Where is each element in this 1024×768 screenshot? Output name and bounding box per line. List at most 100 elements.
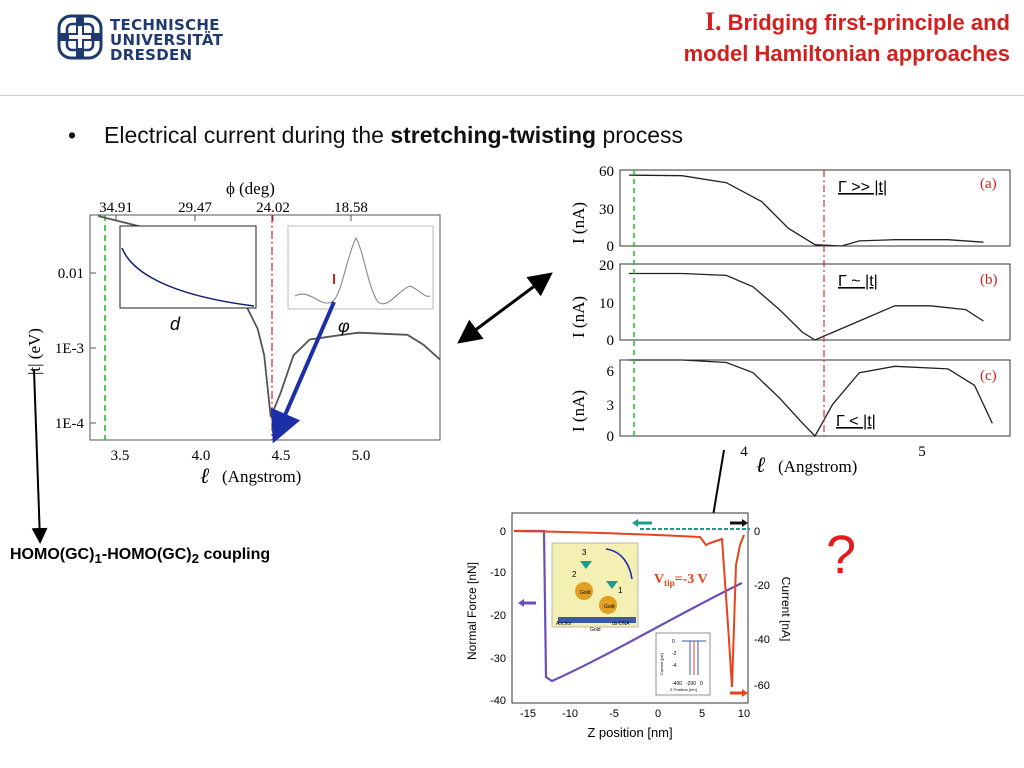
current-series-line: [513, 530, 745, 688]
y-right-tick-label: 0: [754, 526, 760, 538]
x-axis-symbol: ℓ: [756, 452, 766, 477]
x-tick-label: 3.5: [111, 448, 130, 464]
inset-label: Anchor: [556, 621, 572, 627]
y-tick-label: 20: [599, 258, 614, 274]
x-tick-label: 10: [738, 708, 750, 720]
inset-label: 3: [582, 548, 587, 557]
vtip-label: Vtip=-3 V: [654, 572, 708, 588]
mini-inset-xtick: -200: [686, 681, 696, 687]
panel-b-label: (b): [980, 272, 998, 288]
afm-mini-inset: [655, 632, 711, 696]
header-divider: [0, 95, 1024, 96]
panel-a-frame: [619, 169, 1011, 247]
mini-inset-ytick: -2: [672, 651, 677, 657]
coupling-text-3: coupling: [199, 546, 271, 563]
x-tick-label: -10: [562, 708, 578, 720]
y-left-tick-label: 0: [500, 526, 506, 538]
panel-a-label: (a): [980, 176, 997, 192]
y-tick-label: 0: [607, 333, 615, 349]
mini-inset-ylabel: Current [pA]: [659, 653, 664, 675]
bullet-point: • Electrical current during the stretchin…: [68, 122, 683, 149]
inset-label: 2: [572, 570, 577, 579]
inset-distance-curve: [121, 247, 255, 307]
panel-a-series-line: [628, 174, 984, 247]
university-seal-icon: [57, 14, 103, 60]
y-tick-label: 60: [599, 164, 614, 180]
panel-b-series-line: [628, 272, 984, 341]
top-tick-label: 34.91: [99, 200, 133, 216]
y-right-tick-label: -40: [754, 634, 770, 646]
top-tick-label: 29.47: [178, 200, 212, 216]
x-tick-label: -15: [520, 708, 536, 720]
bullet-dot-icon: •: [68, 122, 77, 148]
question-mark: ?: [826, 525, 857, 585]
y-tick-label: 1E-4: [55, 416, 85, 432]
coupling-sub-1: 1: [94, 551, 102, 567]
inset-right-label: φ: [338, 316, 350, 336]
tip-icon: [606, 581, 618, 589]
afm-inset-schematic: [551, 542, 639, 628]
down-arrow-icon: [31, 369, 48, 544]
title-number: I.: [704, 7, 722, 36]
x-tick-label: 5.0: [352, 448, 371, 464]
y-left-axis-label: Normal Force [nN]: [465, 562, 479, 660]
gold-sphere-icon: [599, 596, 617, 614]
title-line-2: model Hamiltonian approaches: [683, 41, 1010, 66]
motion-arrow-icon: [605, 548, 633, 580]
panel-b-frame: [619, 263, 1011, 341]
y-left-tick-label: -30: [490, 653, 506, 665]
y-right-tick-label: -60: [754, 680, 770, 692]
mini-inset-xtick: 0: [700, 681, 703, 687]
y-axis-label: |t| (eV): [25, 328, 44, 375]
slide-title: I. Bridging first-principle and model Ha…: [580, 6, 1010, 69]
blue-pointer-arrow-icon: [270, 301, 336, 444]
bullet-text-bold: stretching-twisting: [390, 122, 597, 148]
y-tick-label: 1E-3: [55, 341, 84, 357]
red-arrowhead: [742, 689, 748, 697]
mini-inset-ytick: -4: [672, 663, 677, 669]
panel-c-annotation: Γ < |t|: [836, 413, 876, 430]
x-axis-label: (Angstrom): [222, 467, 301, 486]
y-tick-label: 30: [599, 202, 614, 218]
teal-arrowhead: [632, 519, 638, 527]
y-axis-label: I (nA): [569, 296, 588, 338]
coupling-sub-2: 2: [191, 551, 200, 567]
afm-experiment-chart: 0 -10 -20 -30 -40 0 -20 -40 -60 -15 -10 …: [465, 512, 790, 740]
x-tick-label: -5: [609, 708, 619, 720]
purple-arrowhead: [518, 599, 524, 607]
coupling-text-2: -HOMO(GC): [101, 546, 192, 563]
y-left-tick-label: -40: [490, 695, 506, 707]
inset-label: Gold: [580, 590, 591, 596]
x-tick-label: 4.0: [192, 448, 211, 464]
x-tick-label: 5: [918, 444, 926, 460]
y-left-tick-label: -10: [490, 567, 506, 579]
gold-sphere-icon: [575, 582, 593, 600]
logo-line: TECHNISCHE: [110, 16, 220, 34]
x-axis-symbol: ℓ: [200, 463, 210, 488]
tip-icon: [580, 561, 592, 569]
gold-surface: [558, 617, 636, 623]
y-tick-label: 0: [607, 239, 615, 255]
inset-label: Gold: [604, 604, 615, 610]
mini-inset-ytick: 0: [672, 639, 675, 645]
title-line-1: Bridging first-principle and: [721, 10, 1010, 35]
top-axis-symbol: ϕ: [226, 179, 235, 198]
coupling-label: HOMO(GC)1-HOMO(GC)2 coupling: [10, 546, 270, 566]
x-tick-label: 5: [699, 708, 705, 720]
logo-line: UNIVERSITÄT: [110, 31, 224, 49]
y-left-tick-label: -20: [490, 610, 506, 622]
mini-inset-xtick: -400: [672, 681, 682, 687]
inset-label: ds-DNA: [612, 621, 630, 627]
x-axis-label: (Angstrom): [778, 457, 857, 476]
top-tick-label: 18.58: [334, 200, 368, 216]
y-right-axis-label: Current [nA]: [779, 577, 790, 642]
y-tick-label: 6: [607, 364, 615, 380]
top-axis-label: (deg): [239, 179, 275, 198]
y-right-tick-label: -20: [754, 580, 770, 592]
x-axis-label: Z position [nm]: [587, 725, 672, 740]
panel-b-annotation: Γ ~ |t|: [838, 273, 878, 290]
inset-label: 1: [618, 586, 623, 595]
bullet-text-post: process: [596, 122, 684, 148]
coupling-text-1: HOMO(GC): [10, 546, 95, 563]
coupling-chart: ϕ (deg) 34.91 29.47 24.02 18.58 0.01 1E-…: [25, 179, 441, 488]
